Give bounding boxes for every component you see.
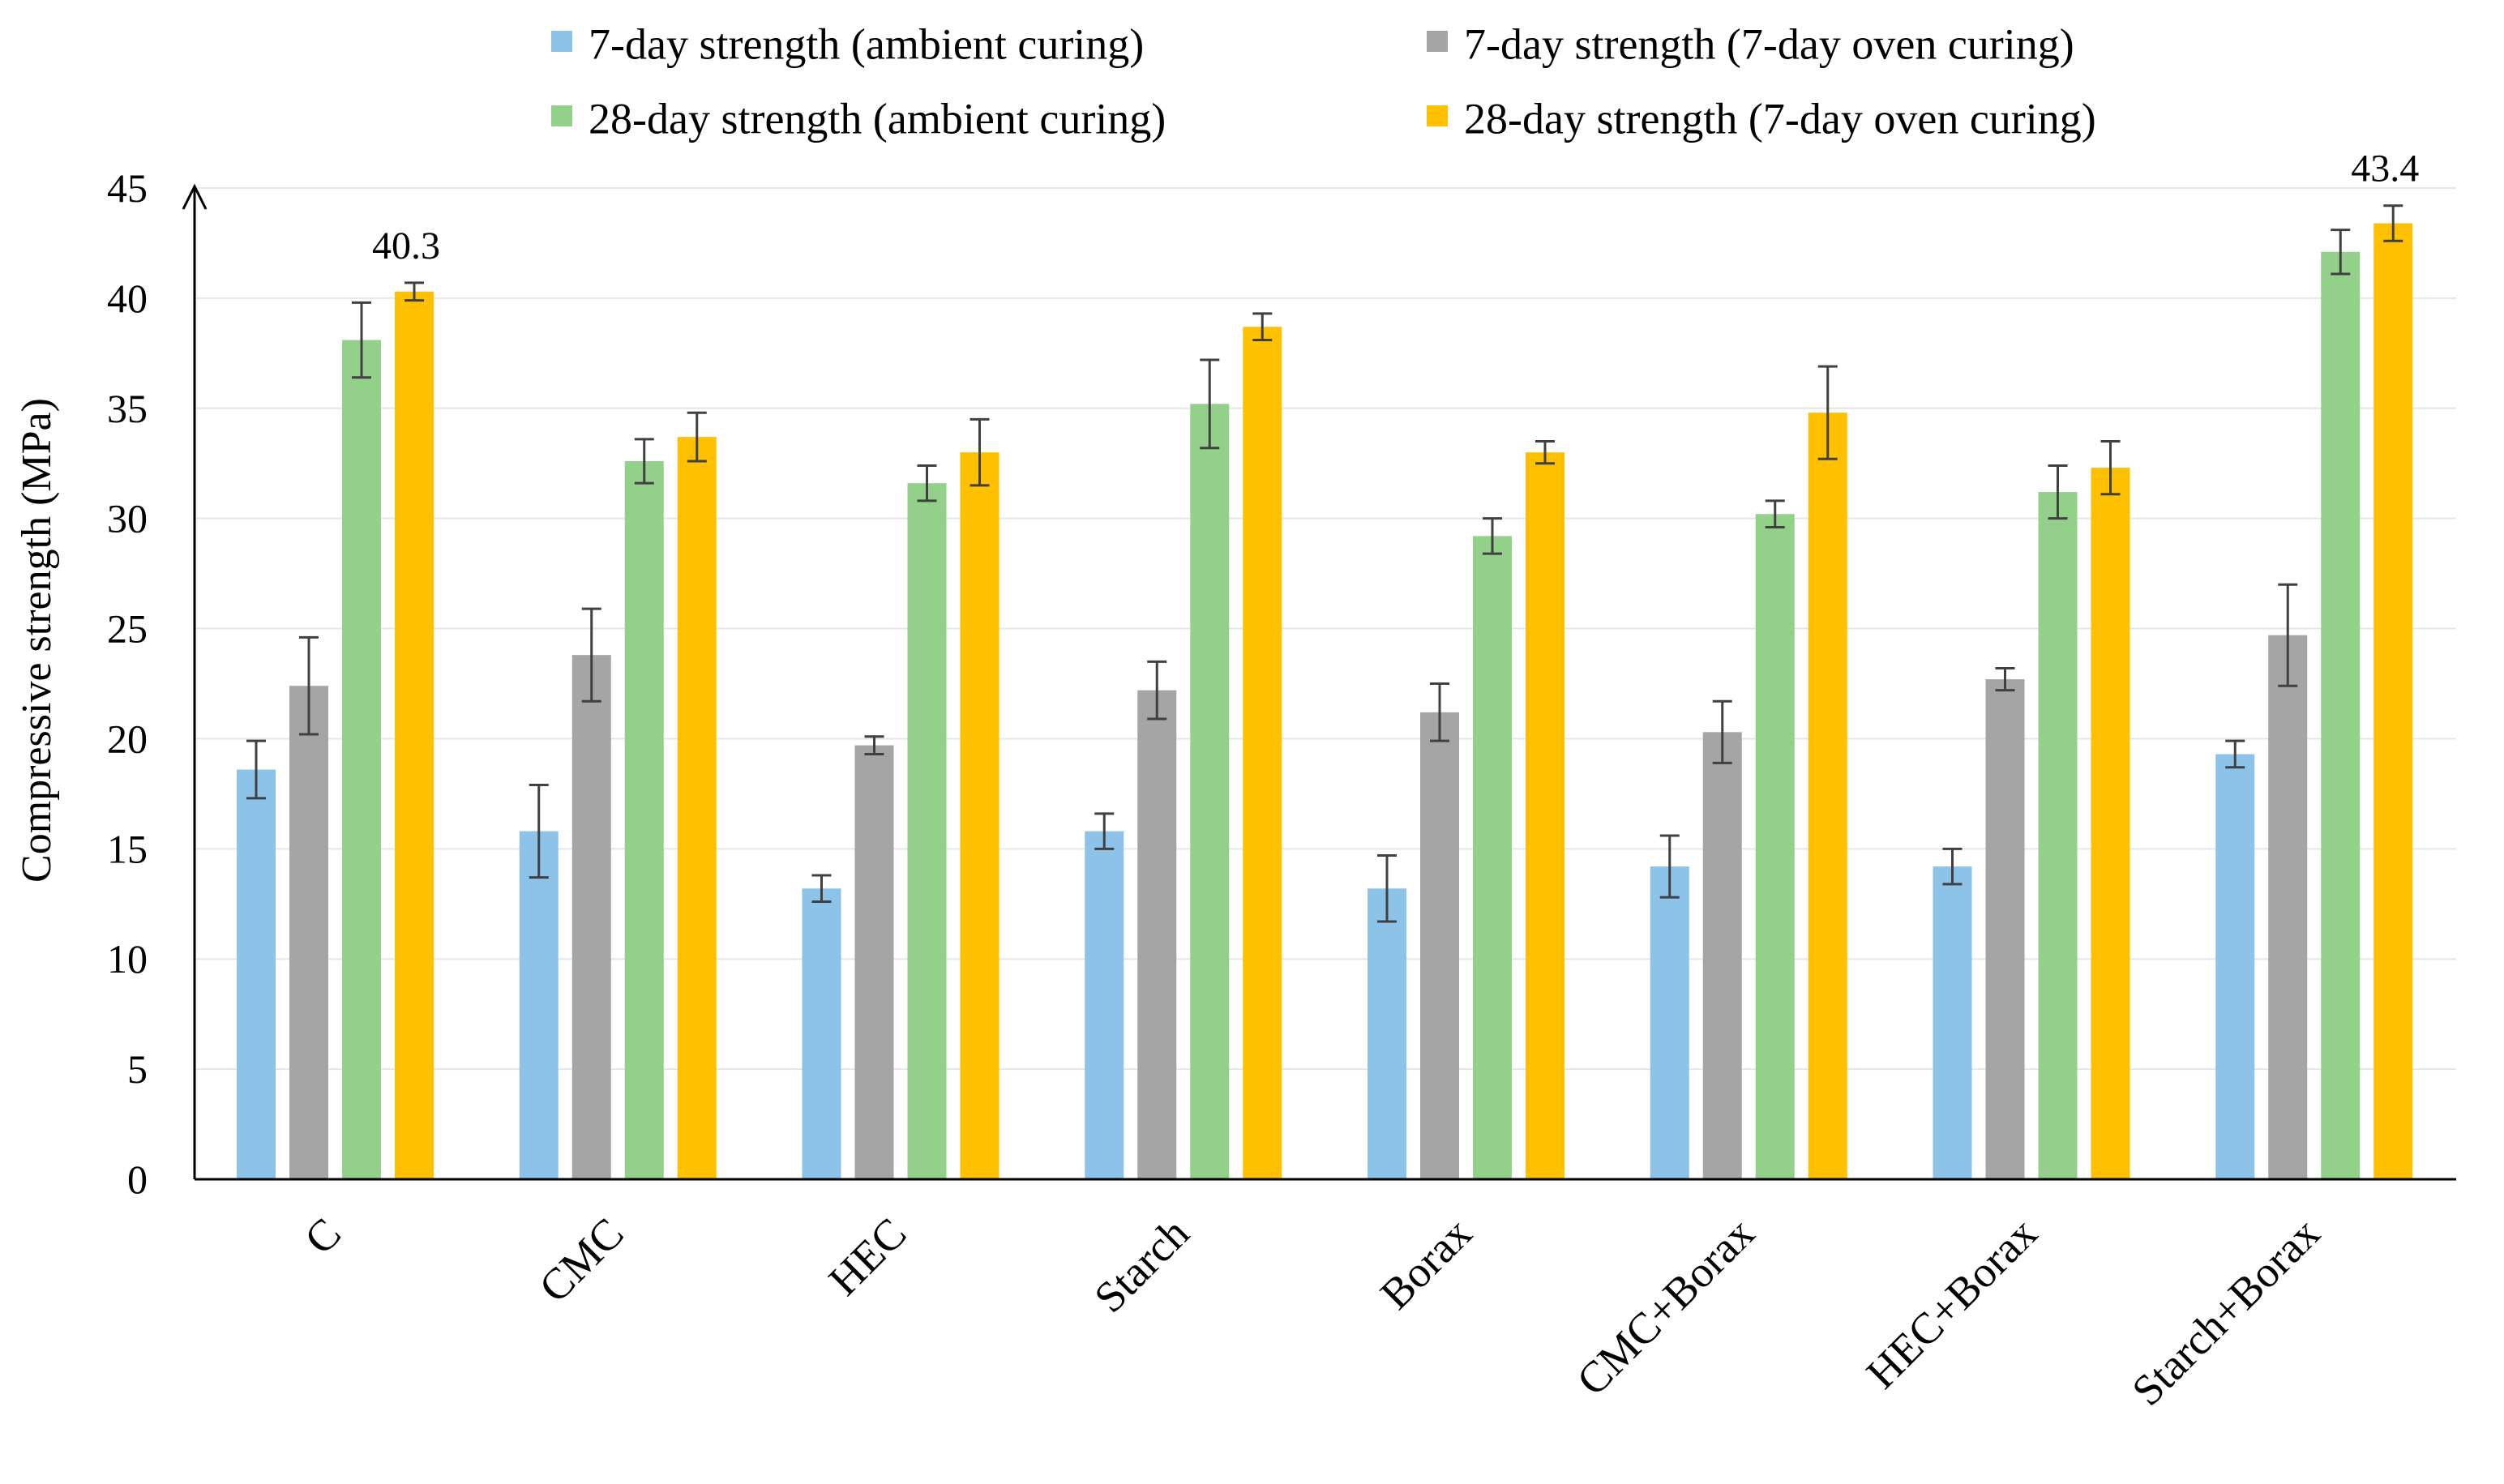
legend-label: 28-day strength (ambient curing) xyxy=(589,94,1166,143)
bar-borax-series-1 xyxy=(1368,888,1406,1179)
bar-hec-series-1 xyxy=(802,888,841,1179)
bar-starch-series-3 xyxy=(1190,404,1230,1179)
bar-starch-series-1 xyxy=(1085,831,1124,1179)
bar-hec-borax-series-2 xyxy=(1985,679,2025,1179)
data-annotations: 40.3 43.4 xyxy=(372,148,2419,267)
data-annotation: 43.4 xyxy=(2351,148,2419,190)
category-label: HEC xyxy=(820,1208,916,1305)
y-tick-label: 10 xyxy=(107,936,148,981)
y-axis-arrow xyxy=(182,183,208,210)
category-label: Starch+Borax xyxy=(2122,1208,2329,1415)
category-labels: C CMC HEC Starch Borax CMC+Borax HEC+Borax Star… xyxy=(295,1208,2329,1415)
category-label: Borax xyxy=(1371,1208,1481,1319)
bar-borax-series-3 xyxy=(1473,536,1512,1179)
legend-label: 7-day strength (7-day oven curing) xyxy=(1464,19,2074,68)
axes xyxy=(182,183,2456,1181)
bar-c-series-2 xyxy=(289,686,328,1179)
bar-c-series-4 xyxy=(395,291,434,1179)
y-tick-label: 45 xyxy=(107,165,148,211)
bar-hec-series-4 xyxy=(960,452,999,1179)
bar-starch-borax-series-4 xyxy=(2373,223,2413,1180)
bar-hec-borax-series-4 xyxy=(2091,468,2130,1179)
error-bars xyxy=(246,204,2403,923)
data-annotation: 40.3 xyxy=(372,225,440,267)
bar-c-series-3 xyxy=(342,340,381,1180)
bar-borax-series-4 xyxy=(1526,452,1564,1179)
bar-hec-borax-series-1 xyxy=(1933,866,1972,1179)
legend-swatch xyxy=(1427,31,1448,52)
bar-cmc-borax-series-2 xyxy=(1702,732,1742,1179)
bar-cmc-borax-series-4 xyxy=(1808,413,1847,1179)
y-tick-label: 20 xyxy=(107,716,148,761)
bar-hec-series-2 xyxy=(854,745,894,1179)
category-label: CMC xyxy=(529,1208,632,1311)
bar-c-series-1 xyxy=(237,769,276,1179)
legend-swatch xyxy=(1427,105,1448,126)
bar-cmc-borax-series-3 xyxy=(1755,514,1795,1179)
y-tick-label: 0 xyxy=(127,1157,148,1202)
y-tick-label: 5 xyxy=(127,1046,148,1092)
bar-cmc-series-2 xyxy=(571,655,611,1179)
bar-starch-borax-series-1 xyxy=(2215,754,2255,1179)
y-tick-label: 15 xyxy=(107,826,148,871)
bar-starch-borax-series-2 xyxy=(2268,635,2308,1179)
bar-starch-series-4 xyxy=(1243,327,1282,1180)
gridlines xyxy=(195,187,2456,1071)
y-tick-label: 35 xyxy=(107,386,148,431)
category-label: C xyxy=(295,1208,350,1264)
category-label: Starch xyxy=(1085,1208,1198,1322)
bar-borax-series-2 xyxy=(1420,712,1459,1179)
bar-hec-borax-series-3 xyxy=(2038,492,2078,1179)
legend: 7-day strength (ambient curing) 7-day str… xyxy=(551,19,2096,143)
category-label: HEC+Borax xyxy=(1857,1208,2047,1398)
bar-hec-series-3 xyxy=(907,483,947,1179)
y-tick-label: 40 xyxy=(107,276,148,321)
category-label: CMC+Borax xyxy=(1568,1208,1764,1405)
legend-label: 28-day strength (7-day oven curing) xyxy=(1464,94,2096,143)
legend-label: 7-day strength (ambient curing) xyxy=(589,19,1144,68)
y-tick-labels: 0 5 10 15 20 25 30 35 40 45 xyxy=(107,165,148,1202)
legend-swatch xyxy=(551,105,572,126)
bar-cmc-series-3 xyxy=(624,461,664,1179)
y-axis-title: Compressive strength (MPa) xyxy=(14,398,60,883)
bars xyxy=(237,223,2413,1180)
bar-starch-borax-series-3 xyxy=(2321,251,2361,1179)
legend-swatch xyxy=(551,31,572,52)
bar-cmc-series-1 xyxy=(519,831,559,1179)
bar-cmc-series-4 xyxy=(677,437,717,1179)
y-tick-label: 25 xyxy=(107,606,148,652)
bar-cmc-borax-series-1 xyxy=(1650,866,1689,1179)
bar-starch-series-2 xyxy=(1137,690,1177,1179)
y-tick-label: 30 xyxy=(107,496,148,541)
